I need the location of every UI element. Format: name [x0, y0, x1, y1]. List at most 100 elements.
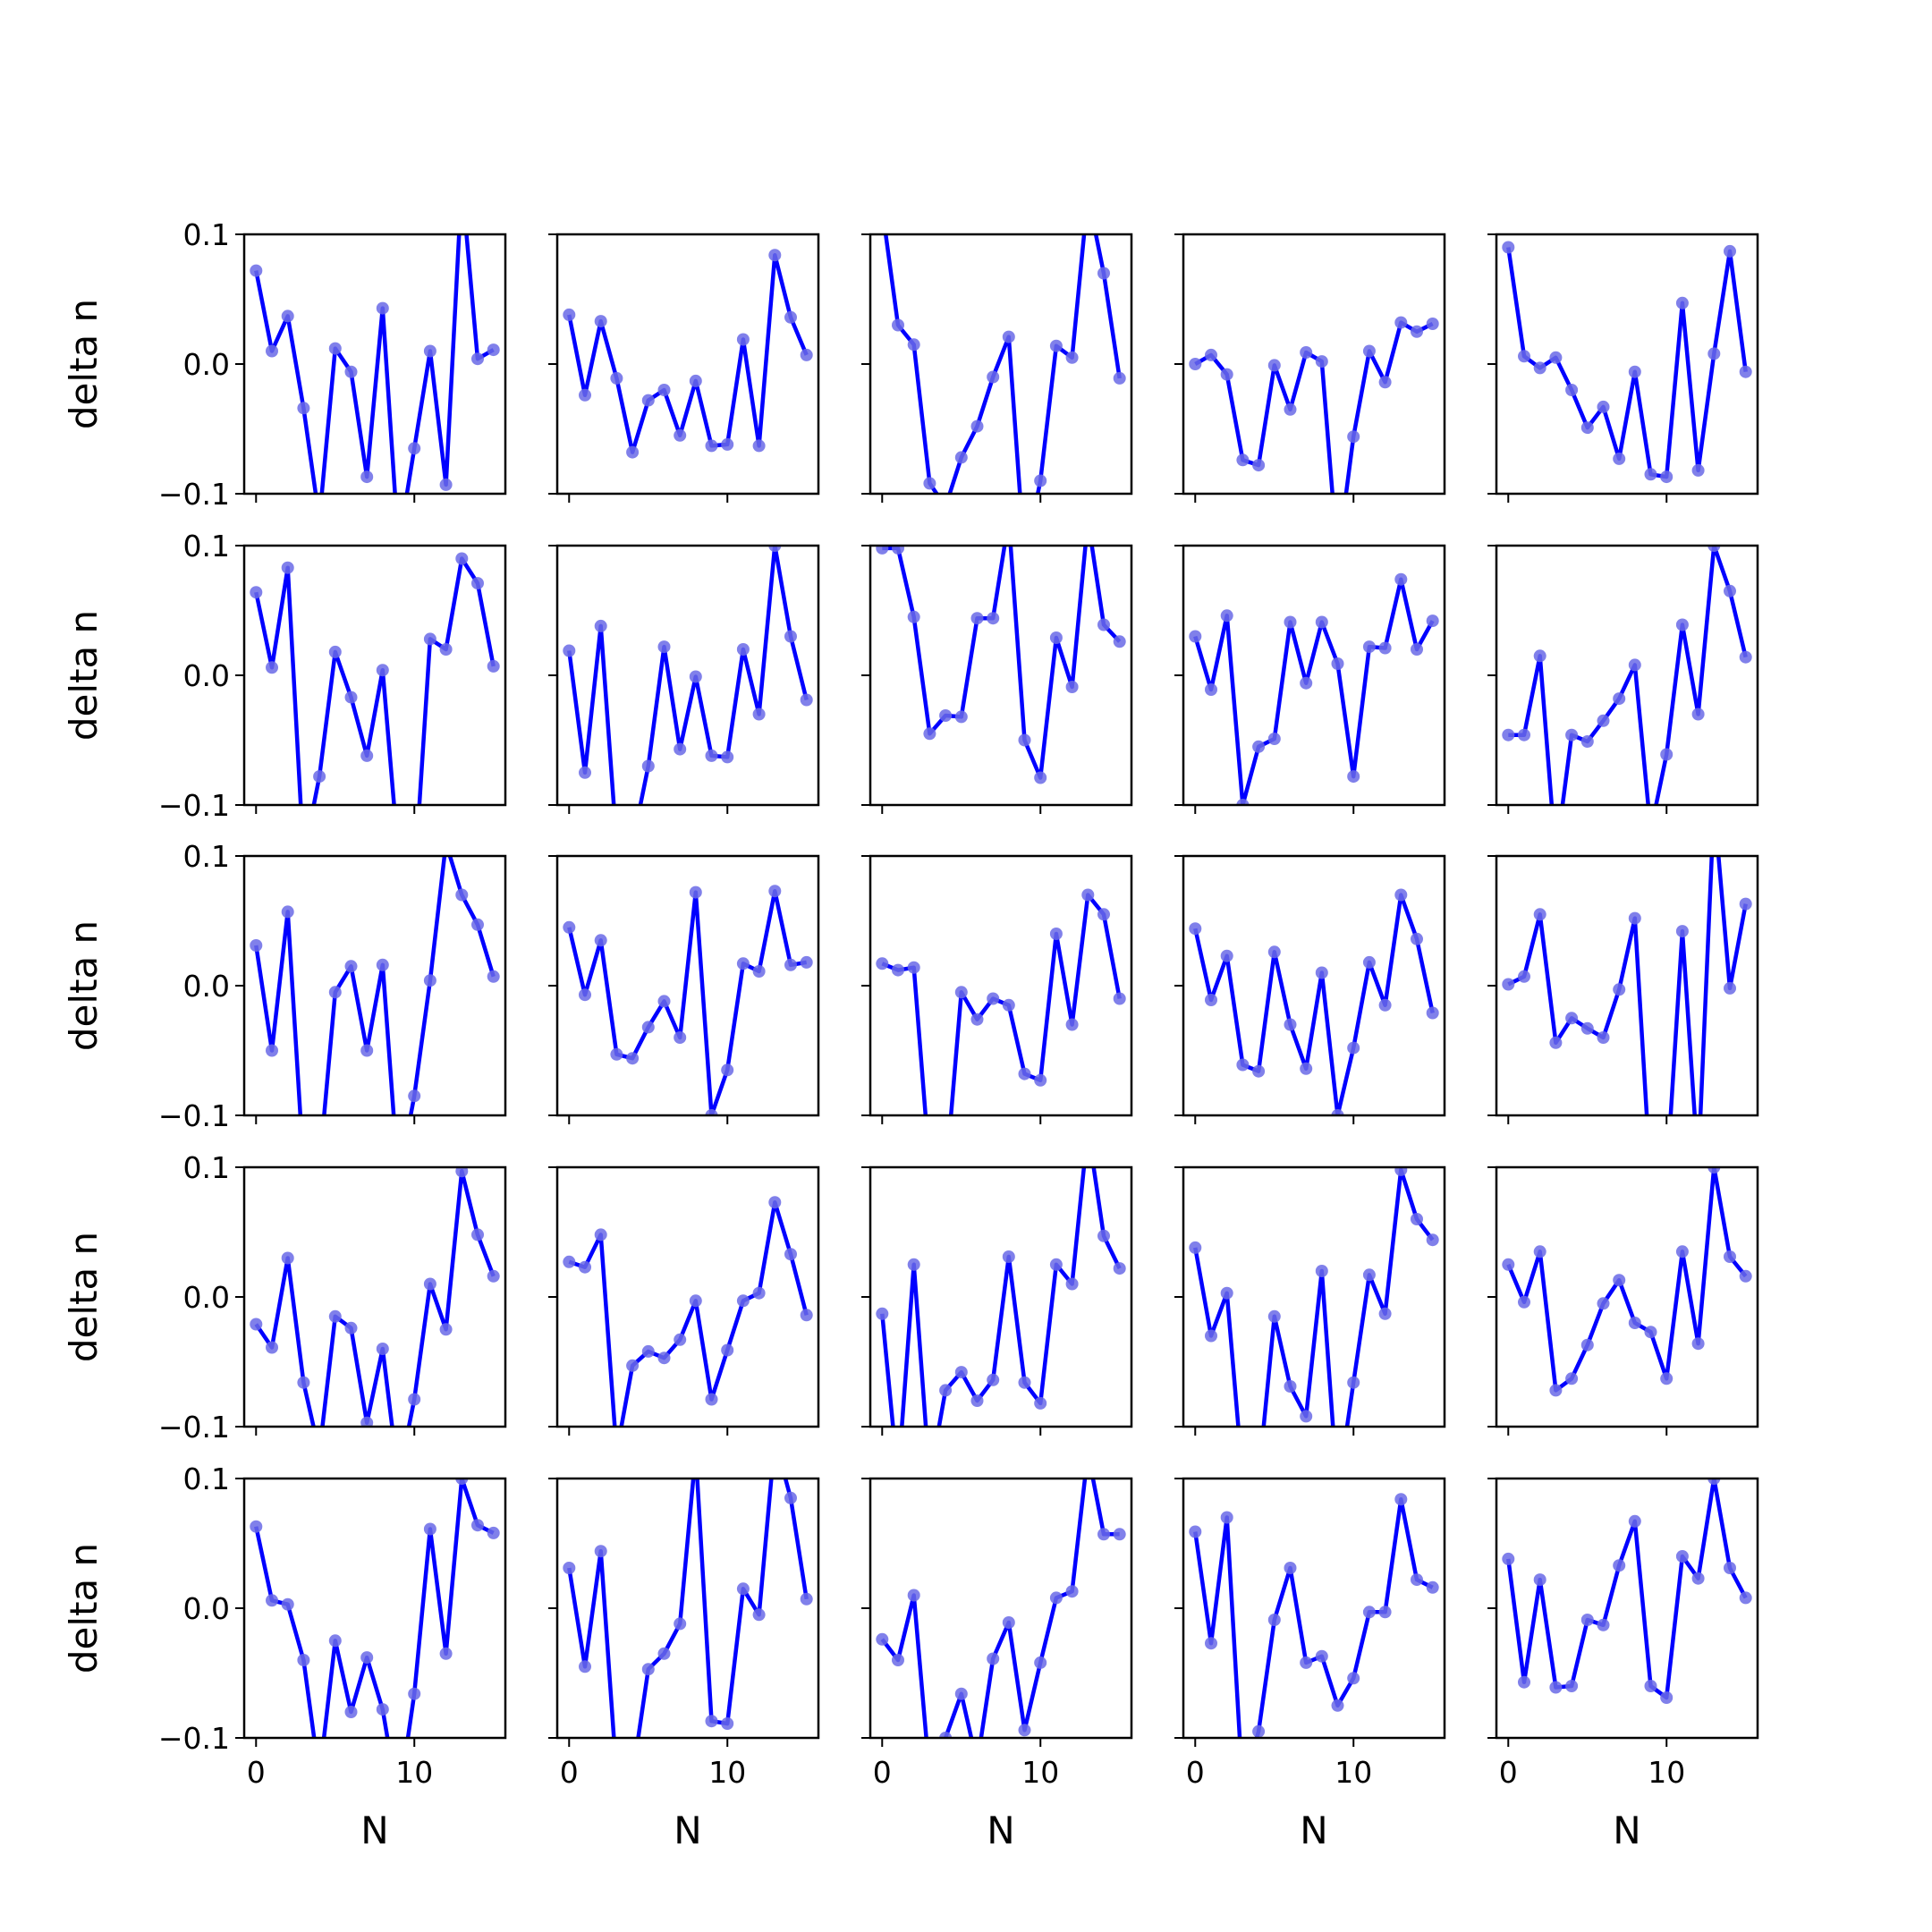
data-point: [641, 1663, 655, 1676]
data-point: [1533, 361, 1546, 375]
data-point: [907, 961, 920, 974]
data-point: [1220, 949, 1233, 962]
data-point: [439, 643, 453, 656]
data-point: [689, 374, 702, 387]
data-point: [1205, 994, 1217, 1006]
data-point: [1580, 421, 1594, 435]
data-point: [1597, 714, 1610, 727]
data-point: [610, 371, 623, 385]
data-point: [1065, 1018, 1079, 1031]
data-point: [800, 1592, 813, 1606]
data-point: [1628, 911, 1641, 925]
data-point: [1426, 614, 1439, 628]
data-point: [1300, 676, 1313, 690]
subplot-r2-c5: [1487, 544, 1759, 814]
subplot-r1-c3: [861, 233, 1133, 503]
data-point: [344, 1706, 358, 1718]
y-tick-label: −0.1: [158, 1098, 230, 1133]
data-point: [455, 552, 469, 565]
data-point: [1236, 453, 1250, 467]
data-point: [1113, 1528, 1126, 1541]
data-point: [328, 1634, 342, 1648]
data-point: [408, 1687, 421, 1700]
data-point: [1565, 1680, 1579, 1692]
data-point: [344, 960, 358, 973]
series-line: [254, 556, 496, 805]
data-point: [970, 419, 984, 433]
data-point: [328, 342, 342, 355]
data-point: [923, 727, 936, 741]
data-point: [987, 612, 1000, 625]
data-point: [657, 995, 671, 1008]
data-point: [1065, 681, 1079, 693]
data-point: [705, 1109, 718, 1115]
data-point: [376, 958, 389, 971]
series-group: [876, 1167, 1126, 1427]
data-point: [360, 1044, 374, 1057]
data-point: [1049, 1591, 1063, 1605]
data-point: [736, 333, 750, 346]
series-group: [1502, 1167, 1752, 1397]
data-point: [1533, 1245, 1546, 1258]
data-point: [1565, 1012, 1579, 1025]
series-group: [1502, 1479, 1752, 1704]
data-point: [423, 344, 436, 358]
subplot-r2-c1: −0.1 0.0 0.1 delta n: [62, 529, 507, 823]
series-line: [567, 1479, 809, 1738]
data-point: [250, 1520, 263, 1533]
data-point: [1660, 470, 1674, 484]
data-point: [1394, 1167, 1408, 1176]
data-point: [1533, 908, 1546, 921]
data-point: [1267, 1309, 1281, 1323]
data-point: [1597, 1297, 1610, 1310]
data-point: [954, 986, 968, 999]
x-tick-label: 0: [1186, 1755, 1205, 1790]
data-point: [721, 1343, 734, 1357]
x-tick-label: 10: [1648, 1755, 1685, 1790]
data-point: [987, 1373, 1000, 1386]
data-point: [1267, 359, 1281, 372]
data-point: [1644, 1680, 1657, 1692]
series-line: [883, 234, 1122, 494]
subplot-r3-c1: −0.1 0.0 0.1 delta n: [62, 839, 507, 1133]
data-point: [1331, 657, 1344, 670]
data-point: [641, 1344, 655, 1358]
y-axis-label: delta n: [62, 1232, 106, 1362]
subplot-r4-c1: −0.1 0.0 0.1 delta n: [62, 1150, 507, 1445]
data-point: [1315, 615, 1328, 629]
data-point: [266, 661, 278, 674]
series-line: [568, 1199, 809, 1427]
data-point: [1518, 350, 1530, 363]
data-point: [1411, 1573, 1423, 1587]
data-point: [250, 939, 263, 952]
series-line: [881, 893, 1122, 1115]
data-point: [641, 759, 655, 773]
data-point: [1065, 1585, 1079, 1598]
data-point: [1597, 1031, 1610, 1044]
data-point: [876, 957, 889, 970]
data-point: [1018, 733, 1031, 747]
data-point: [1549, 1384, 1563, 1397]
data-point: [1394, 572, 1408, 586]
data-point: [1362, 640, 1376, 654]
data-point: [674, 742, 687, 756]
data-point: [471, 1228, 484, 1241]
data-point: [423, 974, 436, 987]
data-point: [1426, 1233, 1439, 1247]
y-tick-label: 0.0: [183, 969, 230, 1004]
data-point: [1533, 1573, 1546, 1587]
data-point: [721, 437, 734, 451]
data-point: [1300, 1656, 1313, 1669]
data-point: [1580, 735, 1594, 748]
data-point: [423, 1277, 436, 1291]
data-point: [563, 920, 576, 934]
series-group: [563, 1479, 813, 1738]
x-axis-label: N: [674, 1809, 701, 1852]
data-point: [1347, 1041, 1360, 1055]
data-point: [487, 970, 500, 983]
data-point: [1097, 267, 1110, 280]
series-group: [1502, 856, 1752, 1115]
data-point: [1284, 402, 1297, 416]
data-point: [1049, 339, 1063, 352]
data-point: [954, 710, 968, 724]
